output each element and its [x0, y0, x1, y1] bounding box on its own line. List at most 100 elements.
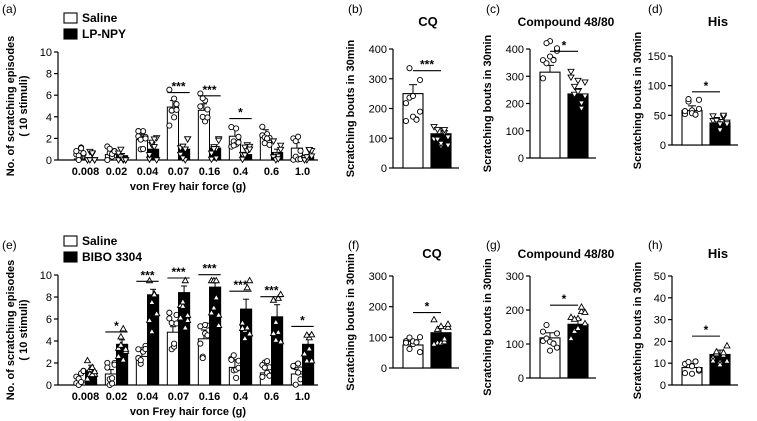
panel-label: (c): [486, 2, 500, 16]
data-point: [581, 319, 589, 327]
y-tick-label: 0: [46, 155, 52, 167]
data-point: [440, 127, 449, 134]
panel-label: (h): [648, 238, 663, 252]
data-point: [140, 145, 147, 152]
data-point: [543, 40, 550, 47]
y-tick-label: 4: [46, 112, 52, 124]
panel-label: (a): [2, 2, 17, 16]
data-point: [307, 330, 316, 338]
data-point: [259, 373, 266, 380]
data-point: [214, 311, 223, 318]
data-point: [574, 77, 582, 85]
legend-label: LP-NPY: [82, 27, 126, 41]
x-tick-label: 0.16: [199, 166, 220, 178]
x-tick-label: 0.4: [233, 391, 249, 403]
data-point: [171, 95, 178, 102]
y-tick-label: 10: [654, 358, 666, 370]
data-point: [109, 375, 116, 382]
data-point: [176, 313, 185, 321]
bar-treatment: [567, 323, 589, 379]
data-point: [86, 157, 94, 164]
data-point: [716, 360, 724, 368]
data-point: [150, 290, 159, 298]
data-point: [692, 111, 699, 118]
significance-stars: *: [238, 106, 243, 120]
data-point: [695, 105, 703, 112]
data-point: [274, 328, 283, 335]
y-axis-label-units: ( 10 stimuli): [18, 299, 30, 360]
data-point: [135, 128, 142, 135]
data-point: [137, 357, 144, 364]
y-tick-label: 8: [46, 292, 52, 304]
data-point: [104, 156, 111, 164]
data-point: [199, 355, 206, 362]
data-point: [243, 323, 252, 331]
data-point: [119, 355, 128, 363]
data-point: [117, 341, 125, 348]
bar-saline: [402, 344, 424, 369]
data-point: [723, 357, 731, 364]
y-axis-label: Scratching bouts in 30min: [345, 39, 357, 177]
data-point: [243, 283, 252, 291]
data-point: [413, 116, 420, 123]
data-point: [444, 320, 452, 327]
data-point: [692, 358, 699, 365]
data-point: [307, 356, 316, 364]
data-point: [406, 334, 413, 341]
x-tick-label: 0.02: [106, 391, 127, 403]
data-point: [181, 146, 190, 154]
y-tick-label: 4: [46, 336, 52, 348]
data-point: [292, 381, 299, 388]
data-point: [297, 147, 304, 154]
data-point: [430, 315, 438, 323]
data-point: [135, 346, 142, 353]
data-point: [444, 134, 452, 142]
data-point: [303, 331, 311, 338]
y-tick-label: 300: [369, 74, 387, 86]
x-axis-label: von Frey hair force (g): [130, 181, 246, 193]
data-point: [567, 313, 575, 320]
data-point: [416, 349, 424, 356]
data-point: [176, 151, 185, 159]
bar-saline: [539, 71, 561, 159]
data-point: [433, 126, 442, 134]
data-point: [295, 133, 302, 140]
y-axis-label: No. of scratching episodes: [5, 36, 17, 177]
y-tick-label: 0: [660, 380, 666, 392]
data-point: [276, 142, 285, 150]
data-point: [235, 133, 242, 140]
data-point: [90, 367, 99, 375]
y-tick-label: 2: [46, 358, 52, 370]
data-point: [114, 352, 123, 359]
data-point: [695, 96, 703, 103]
bar-treatment: [430, 332, 452, 369]
data-point: [75, 156, 82, 164]
data-point: [543, 60, 550, 67]
data-point: [272, 318, 280, 325]
y-axis-label: Scratching bouts in 30min: [632, 261, 644, 399]
significance-stars: ***: [140, 268, 154, 282]
data-point: [212, 293, 221, 301]
data-point: [553, 45, 561, 52]
data-point: [546, 53, 554, 60]
y-tick-label: 50: [654, 271, 666, 283]
data-point: [402, 339, 410, 346]
data-point: [238, 324, 247, 331]
data-point: [204, 106, 211, 113]
legend-swatch: [63, 12, 78, 24]
x-tick-label: 0.07: [168, 166, 189, 178]
significance-stars: *: [704, 323, 709, 337]
data-point: [716, 121, 724, 129]
x-tick-label: 0.008: [72, 166, 100, 178]
y-tick-label: 150: [648, 51, 666, 63]
y-tick-label: 300: [369, 271, 387, 283]
data-point: [78, 378, 85, 386]
y-axis-label: Scratching bouts in 30min: [632, 31, 644, 169]
data-point: [269, 138, 278, 146]
bar-treatment: [567, 93, 589, 159]
significance-stars: *: [562, 292, 567, 306]
y-tick-label: 0: [381, 163, 387, 175]
data-point: [145, 316, 154, 323]
data-point: [173, 106, 180, 113]
